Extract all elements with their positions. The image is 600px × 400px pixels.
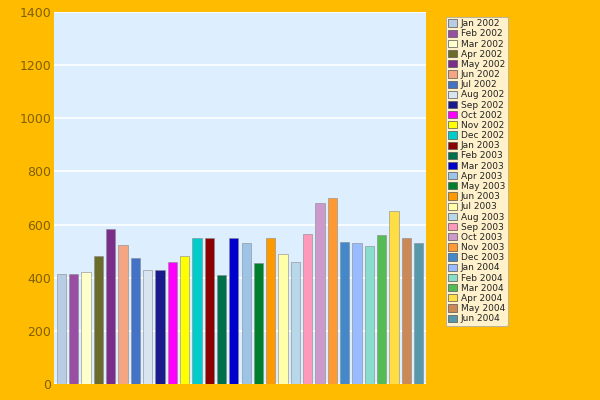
Bar <box>266 238 275 384</box>
Bar <box>278 254 288 384</box>
Bar <box>57 274 66 384</box>
Bar <box>303 234 313 384</box>
Bar <box>389 211 398 384</box>
Bar <box>167 262 177 384</box>
Bar <box>217 275 226 384</box>
Bar <box>118 244 128 384</box>
Bar <box>192 238 202 384</box>
Bar <box>254 263 263 384</box>
Bar <box>328 198 337 384</box>
Bar <box>352 243 362 384</box>
Bar <box>365 246 374 384</box>
Bar <box>242 243 251 384</box>
Bar <box>205 238 214 384</box>
Bar <box>69 274 79 384</box>
Bar <box>229 238 238 384</box>
Bar <box>143 270 152 384</box>
Bar <box>82 272 91 384</box>
Bar <box>316 203 325 384</box>
Bar <box>291 262 300 384</box>
Bar <box>377 235 386 384</box>
Bar <box>155 270 164 384</box>
Bar <box>401 238 411 384</box>
Bar <box>340 242 349 384</box>
Bar <box>414 243 423 384</box>
Bar <box>180 256 189 384</box>
Legend: Jan 2002, Feb 2002, Mar 2002, Apr 2002, May 2002, Jun 2002, Jul 2002, Aug 2002, : Jan 2002, Feb 2002, Mar 2002, Apr 2002, … <box>446 16 508 326</box>
Bar <box>106 228 115 384</box>
Bar <box>94 256 103 384</box>
Bar <box>131 258 140 384</box>
